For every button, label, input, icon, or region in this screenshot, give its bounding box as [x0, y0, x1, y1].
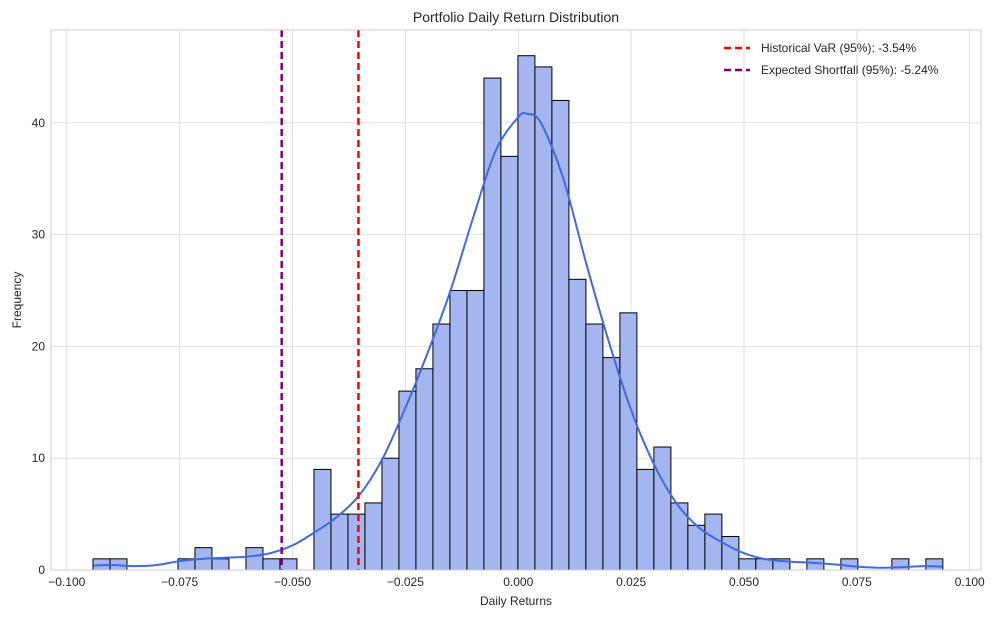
histogram-bar	[313, 468, 332, 571]
x-tick-label: 0.050	[729, 575, 759, 589]
y-axis-label: Frequency	[10, 272, 24, 329]
histogram-bar	[500, 155, 519, 571]
x-tick-label: −0.050	[274, 575, 311, 589]
histogram-bar	[704, 513, 723, 571]
y-tick-label: 30	[32, 228, 46, 242]
histogram-bars	[92, 55, 944, 571]
histogram-bar	[806, 558, 825, 571]
histogram-bar	[347, 513, 366, 571]
x-tick-label: 0.100	[955, 575, 985, 589]
x-tick-label: 0.000	[503, 575, 533, 589]
histogram-bar	[330, 513, 349, 571]
x-tick-labels: −0.100 −0.075 −0.050 −0.025 0.000 0.025 0.050 0…	[48, 575, 985, 589]
risk-lines	[280, 30, 360, 570]
legend-label-es: Expected Shortfall (95%): -5.24%	[761, 63, 939, 77]
y-tick-label: 20	[32, 339, 46, 353]
histogram-bar	[585, 323, 604, 571]
x-axis-label: Daily Returns	[480, 594, 552, 608]
histogram-bar	[568, 278, 587, 571]
histogram-bar	[364, 502, 383, 571]
histogram-bar	[449, 289, 468, 571]
x-tick-label: 0.075	[842, 575, 872, 589]
y-tick-label: 10	[32, 451, 46, 465]
histogram-bar	[602, 357, 621, 571]
histogram-bar	[466, 289, 485, 571]
y-tick-label: 0	[38, 563, 45, 577]
chart-title: Portfolio Daily Return Distribution	[413, 9, 619, 25]
legend: Historical VaR (95%): -3.54% Expected Sh…	[724, 41, 939, 77]
histogram-bar	[619, 312, 638, 571]
histogram-bar	[415, 368, 434, 571]
histogram-bar	[636, 468, 655, 571]
x-tick-label: 0.025	[616, 575, 646, 589]
x-tick-label: −0.025	[387, 575, 424, 589]
histogram-bar	[687, 524, 706, 571]
kde-curve	[93, 111, 943, 569]
histogram-bar	[653, 446, 672, 571]
y-tick-label: 40	[32, 116, 46, 130]
x-tick-label: −0.075	[161, 575, 198, 589]
x-tick-label: −0.100	[48, 575, 85, 589]
histogram-bar	[925, 558, 944, 571]
histogram-bar	[245, 547, 264, 571]
plot-frame	[50, 29, 982, 571]
histogram-bar	[432, 323, 451, 571]
histogram-bar	[211, 558, 230, 571]
histogram-bar	[721, 535, 740, 571]
legend-label-var: Historical VaR (95%): -3.54%	[761, 41, 916, 55]
y-tick-labels: 0 10 20 30 40	[32, 116, 46, 577]
histogram-bar	[517, 55, 536, 571]
histogram-bar	[738, 558, 757, 571]
histogram-bar	[262, 558, 281, 571]
histogram-bar	[483, 77, 502, 571]
histogram-bar	[381, 457, 400, 571]
